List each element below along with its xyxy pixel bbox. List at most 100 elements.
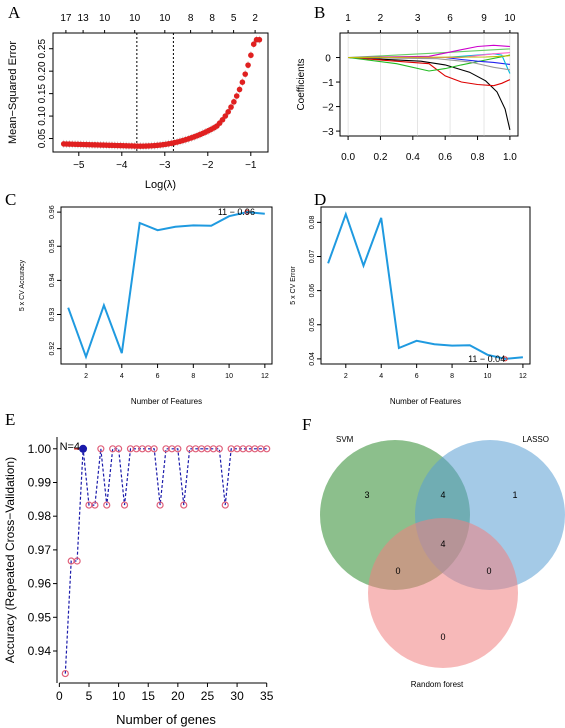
coefficient-path: [348, 44, 510, 59]
x-tick-label: 15: [142, 689, 156, 703]
panel-label-c: C: [5, 190, 16, 209]
venn-region-count: 1: [512, 490, 517, 500]
mse-point: [250, 41, 257, 47]
accuracy-point: [263, 445, 271, 453]
y-tick-label: 0.10: [37, 106, 48, 126]
y-tick-label: 0.95: [49, 239, 56, 253]
best-point: [502, 356, 508, 362]
x-tick-label: 0.4: [406, 152, 420, 163]
panel-d-chart: 2 4 6 8 10 12 0.04 0.05 0.06 0.07 0.08 11 − 0.04 Num…: [290, 206, 531, 406]
venn-circle-random-forest: [368, 518, 518, 668]
accuracy-point: [174, 445, 182, 453]
accuracy-point: [150, 445, 158, 453]
panel-a-chart: −5 −4 −3 −2 −1 0.05 0.10 0.15 0.20 0.25 17 13 10 10 10…: [7, 13, 269, 191]
accuracy-point: [156, 501, 164, 509]
mse-point: [231, 99, 237, 105]
accuracy-point: [115, 445, 123, 453]
top-tick-label: 13: [78, 13, 90, 24]
mse-point: [256, 36, 263, 43]
y-tick-label: 0.97: [28, 543, 52, 557]
y-tick-label: 1.00: [28, 442, 52, 456]
top-tick-label: 10: [99, 13, 111, 24]
y-axis-title: Accuracy (Repeated Cross−Validation): [3, 457, 17, 663]
accuracy-point: [97, 445, 105, 453]
best-point: [244, 209, 250, 215]
panel-label-a: A: [8, 3, 21, 22]
y-tick-label: 0.07: [309, 250, 316, 264]
plot-frame: [339, 32, 519, 137]
x-tick-label: 6: [415, 373, 419, 380]
y-tick-label: 0.05: [309, 318, 316, 332]
y-tick-label: 0.04: [309, 352, 316, 366]
top-tick-label: 6: [447, 13, 453, 24]
panel-c-chart: 2 4 6 8 10 12 0.92 0.93 0.94 0.95 0.96 11 − 0.96 Num…: [19, 205, 273, 406]
accuracy-point: [91, 501, 99, 509]
top-tick-label: 8: [188, 13, 194, 24]
x-tick-label: 0: [56, 689, 63, 703]
venn-region-count: 0: [395, 566, 400, 576]
top-tick-label: 10: [504, 13, 516, 24]
venn-region-count: 0: [486, 566, 491, 576]
coefficient-path: [348, 54, 511, 72]
accuracy-point: [61, 669, 69, 678]
x-tick-label: 20: [171, 689, 185, 703]
accuracy-point: [215, 445, 223, 453]
venn-region-count: 4: [440, 539, 445, 549]
x-tick-label: 2: [84, 373, 88, 380]
panel-label-e: E: [5, 410, 15, 429]
y-tick-label: 0.05: [37, 128, 48, 148]
mse-point: [222, 113, 229, 119]
venn-region-count: 0: [440, 632, 445, 642]
venn-set-label: SVM: [336, 435, 354, 444]
top-tick-label: 2: [252, 13, 258, 24]
x-tick-label: −2: [202, 160, 214, 171]
x-tick-label: −3: [159, 160, 171, 171]
x-tick-label: 0.6: [438, 152, 452, 163]
mse-point: [239, 79, 246, 86]
x-tick-label: 10: [484, 373, 492, 380]
mse-point: [233, 93, 240, 99]
x-tick-label: 5: [86, 689, 93, 703]
accuracy-point: [73, 557, 81, 565]
x-tick-label: 4: [379, 373, 383, 380]
panel-e-chart: 0 5 10 15 20 25 30 35 0.94 0.95 0.96 0.97 0.98 0.99 1.…: [3, 437, 274, 727]
x-tick-label: −1: [245, 160, 257, 171]
series-line: [67, 211, 265, 360]
x-axis-title: Number of Features: [131, 397, 202, 406]
x-tick-label: 1.0: [503, 152, 517, 163]
top-tick-label: 2: [378, 13, 384, 24]
panel-f-venn: SVM LASSO Random forest 3 4 1 4 0 0 0: [320, 435, 565, 689]
y-tick-label: −2: [322, 103, 334, 114]
coefficient-path: [348, 55, 510, 59]
y-tick-label: 0.20: [37, 61, 48, 81]
x-tick-label: 2: [344, 373, 348, 380]
x-tick-label: 12: [261, 373, 269, 380]
y-tick-label: 0.92: [49, 342, 56, 356]
x-axis-title: Log(λ): [145, 179, 176, 191]
y-tick-label: 0: [325, 54, 331, 65]
series-line: [327, 211, 523, 360]
venn-set-label: Random forest: [411, 680, 464, 689]
venn-region-count: 4: [440, 490, 445, 500]
y-tick-label: 0.06: [309, 284, 316, 298]
y-tick-label: 0.98: [28, 509, 52, 523]
top-tick-label: 10: [159, 13, 171, 24]
y-axis-title: Mean−Squared Error: [7, 41, 19, 144]
x-axis-title: Number of genes: [116, 712, 216, 727]
top-tick-label: 1: [345, 13, 351, 24]
y-tick-label: 0.25: [37, 39, 48, 59]
x-tick-label: 0.2: [374, 152, 388, 163]
y-tick-label: 0.99: [28, 475, 52, 489]
y-tick-label: 0.95: [28, 610, 52, 624]
best-annotation: N=4: [60, 441, 81, 453]
top-tick-label: 8: [209, 13, 215, 24]
panel-label-f: F: [302, 415, 311, 434]
y-tick-label: −1: [322, 78, 334, 89]
best-annotation: 11 − 0.04: [468, 354, 505, 364]
top-tick-label: 3: [415, 13, 421, 24]
panel-label-b: B: [314, 3, 325, 22]
x-tick-label: 25: [201, 689, 215, 703]
accuracy-point: [120, 501, 129, 509]
coefficient-path: [348, 56, 511, 131]
panel-label-d: D: [314, 190, 326, 209]
